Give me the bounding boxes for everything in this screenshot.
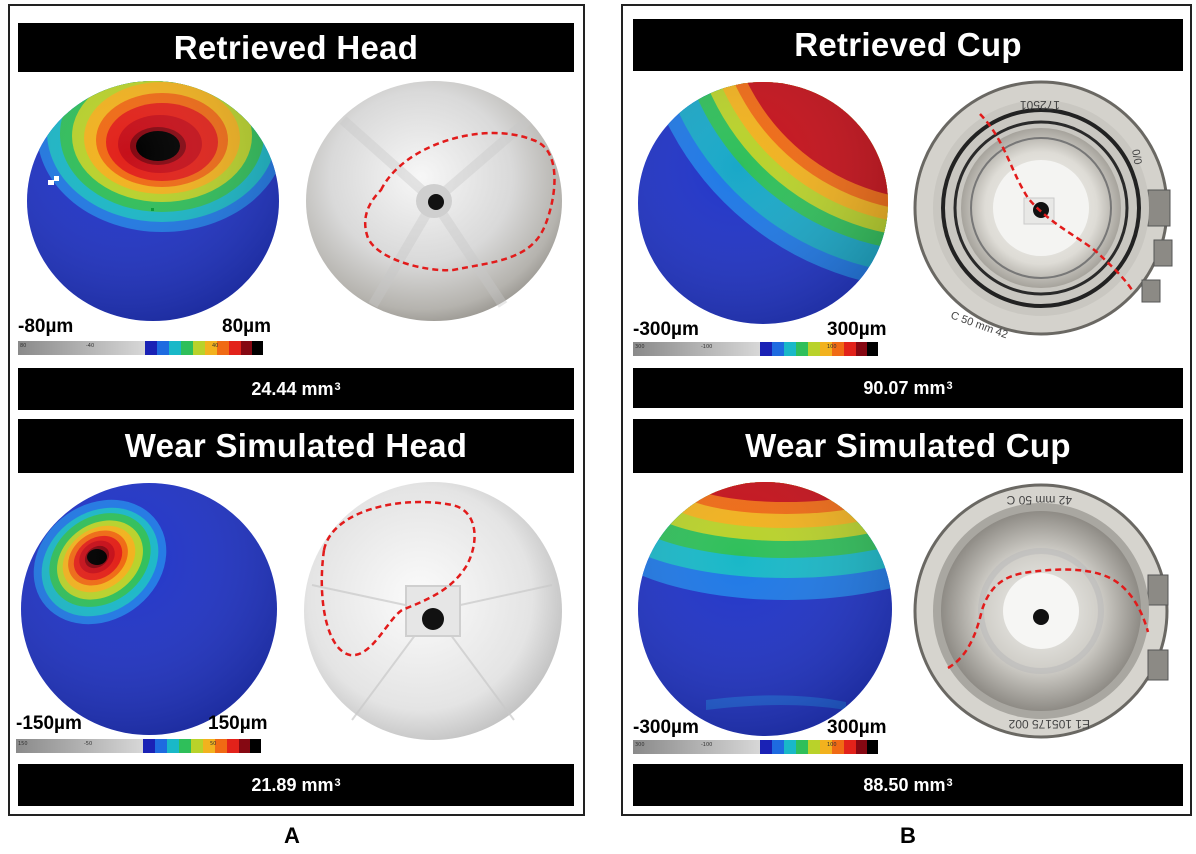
wear-simulated-cup-colorbar: 300 -100 100 (633, 740, 895, 754)
retrieved-head-heatmap (27, 81, 279, 321)
wear-simulated-cup-min-label: -300µm (633, 717, 699, 738)
retrieved-cup-tick: -100 (701, 344, 713, 350)
retrieved-cup-max-label: 300µm (827, 319, 887, 340)
volume-unit-power: 3 (946, 380, 953, 392)
retrieved-cup-engraving-top: 172501 (1020, 98, 1060, 112)
retrieved-head-title: Retrieved Head (18, 23, 574, 72)
wear-simulated-cup-title: Wear Simulated Cup (633, 419, 1183, 473)
wear-simulated-cup-photo: 42 mm 50 C E1 105175 002 (913, 483, 1169, 739)
retrieved-cup-colorbar: 300 -100 100 (633, 342, 895, 356)
wear-simulated-head-min-label: -150µm (16, 713, 82, 734)
volume-unit-power: 3 (946, 777, 953, 789)
retrieved-cup-tick: 100 (827, 344, 837, 350)
wear-simulated-head-colorbar: 150 -50 50 (16, 739, 278, 753)
retrieved-head-tick: 40 (212, 343, 219, 349)
wear-simulated-head-title: Wear Simulated Head (18, 419, 574, 473)
retrieved-head-photo (306, 81, 562, 321)
wear-simulated-head-heatmap (21, 483, 277, 735)
wear-simulated-cup-volume-value: 88.50 mm (863, 774, 946, 795)
retrieved-head-min-label: -80µm (18, 316, 74, 337)
volume-unit-power: 3 (334, 381, 341, 393)
wear-simulated-head-photo (304, 482, 562, 740)
retrieved-head-volume: 24.44 mm 3 (18, 368, 574, 410)
retrieved-head-tick: -40 (86, 343, 95, 349)
retrieved-cup-engraving-right: 0/0 (1129, 148, 1143, 165)
wear-simulated-cup-tick: 300 (635, 742, 645, 748)
retrieved-cup-title: Retrieved Cup (633, 19, 1183, 71)
retrieved-cup-min-label: -300µm (633, 319, 699, 340)
retrieved-cup-tick: 300 (635, 344, 645, 350)
volume-unit-power: 3 (334, 777, 341, 789)
wear-simulated-cup-engraving-top: 42 mm 50 C (1006, 493, 1072, 507)
wear-simulated-cup-max-label: 300µm (827, 717, 887, 738)
wear-simulated-head-tick: -50 (84, 741, 93, 747)
panel-label-a: A (284, 823, 300, 848)
retrieved-cup-heatmap (638, 82, 888, 324)
wear-simulated-head-volume: 21.89 mm 3 (18, 764, 574, 806)
retrieved-cup-volume: 90.07 mm 3 (633, 368, 1183, 408)
wear-simulated-cup-engraving-bottom: E1 105175 002 (1008, 717, 1090, 731)
wear-simulated-cup-volume: 88.50 mm 3 (633, 764, 1183, 806)
retrieved-head-volume-value: 24.44 mm (251, 378, 334, 399)
wear-simulated-cup-heatmap (638, 482, 892, 736)
retrieved-head-tick: 80 (20, 343, 27, 349)
wear-simulated-head-tick: 150 (18, 741, 28, 747)
wear-simulated-head-tick: 50 (210, 741, 217, 747)
retrieved-cup-volume-value: 90.07 mm (863, 377, 946, 398)
panel-label-b: B (900, 823, 916, 848)
wear-simulated-head-max-label: 150µm (208, 713, 268, 734)
retrieved-head-colorbar: 80 -40 40 (18, 341, 280, 355)
retrieved-head-max-label: 80µm (222, 316, 271, 337)
wear-simulated-cup-tick: -100 (701, 742, 713, 748)
wear-simulated-cup-tick: 100 (827, 742, 837, 748)
retrieved-cup-photo: 172501 C 50 mm 42 0/0 (913, 80, 1173, 341)
wear-simulated-head-volume-value: 21.89 mm (251, 774, 334, 795)
